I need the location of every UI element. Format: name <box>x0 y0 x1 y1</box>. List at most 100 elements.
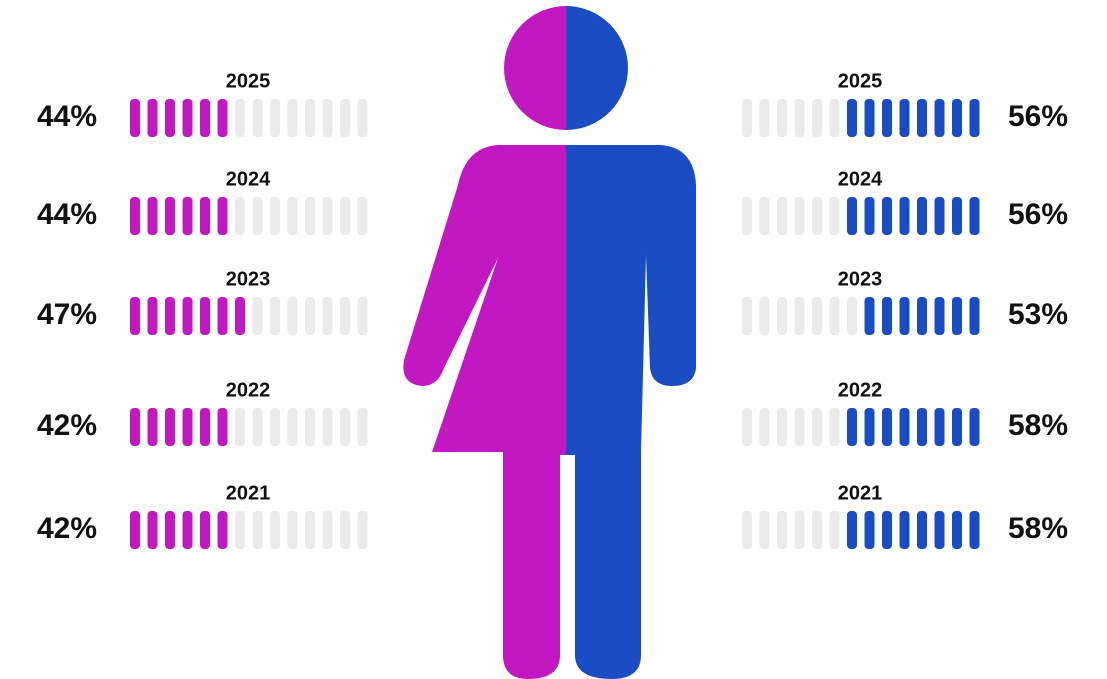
bar-row <box>130 408 368 446</box>
empty-segment <box>357 197 368 235</box>
filled-segment <box>165 511 175 549</box>
empty-segment <box>829 99 840 137</box>
filled-segment <box>952 99 962 137</box>
year-label: 2022 <box>838 379 883 401</box>
percent-label: 44% <box>37 198 97 231</box>
filled-segment <box>882 408 892 446</box>
filled-segment <box>130 297 140 335</box>
empty-segment <box>340 99 350 137</box>
year-label: 2024 <box>838 168 883 190</box>
empty-segment <box>777 99 787 137</box>
empty-segment <box>305 197 315 235</box>
percent-label: 53% <box>1008 298 1068 331</box>
filled-segment <box>147 99 158 137</box>
filled-segment <box>182 197 193 235</box>
filled-segment <box>847 99 857 137</box>
filled-segment <box>217 408 228 446</box>
filled-segment <box>200 511 210 549</box>
empty-segment <box>742 297 752 335</box>
year-label: 2021 <box>838 482 883 504</box>
percent-label: 56% <box>1008 198 1068 231</box>
filled-segment <box>130 408 140 446</box>
filled-segment <box>952 297 962 335</box>
filled-segment <box>952 511 962 549</box>
filled-segment <box>864 297 875 335</box>
year-label: 2021 <box>226 482 271 504</box>
empty-segment <box>252 408 263 446</box>
empty-segment <box>235 408 245 446</box>
empty-segment <box>322 297 333 335</box>
empty-segment <box>252 511 263 549</box>
filled-segment <box>864 511 875 549</box>
percent-label: 58% <box>1008 512 1068 545</box>
filled-segment <box>969 408 980 446</box>
filled-segment <box>182 99 193 137</box>
empty-segment <box>340 408 350 446</box>
filled-segment <box>899 511 910 549</box>
empty-segment <box>235 197 245 235</box>
empty-segment <box>777 408 787 446</box>
empty-segment <box>759 99 770 137</box>
filled-segment <box>899 408 910 446</box>
year-label: 2025 <box>226 70 271 92</box>
filled-segment <box>217 511 228 549</box>
empty-segment <box>759 297 770 335</box>
empty-segment <box>235 511 245 549</box>
filled-segment <box>847 408 857 446</box>
empty-segment <box>759 408 770 446</box>
filled-segment <box>847 511 857 549</box>
filled-segment <box>864 99 875 137</box>
percent-label: 42% <box>37 512 97 545</box>
filled-segment <box>235 297 245 335</box>
filled-segment <box>934 99 945 137</box>
empty-segment <box>742 511 752 549</box>
empty-segment <box>759 197 770 235</box>
filled-segment <box>882 511 892 549</box>
filled-segment <box>864 408 875 446</box>
empty-segment <box>270 197 280 235</box>
empty-segment <box>340 511 350 549</box>
figure <box>403 6 696 679</box>
empty-segment <box>305 99 315 137</box>
filled-segment <box>130 511 140 549</box>
year-label: 2025 <box>838 70 883 92</box>
filled-segment <box>952 408 962 446</box>
empty-segment <box>270 99 280 137</box>
empty-segment <box>794 99 805 137</box>
filled-segment <box>917 297 927 335</box>
empty-segment <box>812 99 822 137</box>
filled-segment <box>934 197 945 235</box>
empty-segment <box>252 99 263 137</box>
year-label: 2024 <box>226 168 271 190</box>
empty-segment <box>287 197 298 235</box>
empty-segment <box>252 197 263 235</box>
empty-segment <box>357 408 368 446</box>
year-label: 2023 <box>838 268 883 290</box>
filled-segment <box>969 297 980 335</box>
empty-segment <box>270 511 280 549</box>
empty-segment <box>777 297 787 335</box>
empty-segment <box>322 197 333 235</box>
empty-segment <box>812 197 822 235</box>
filled-segment <box>130 197 140 235</box>
empty-segment <box>287 99 298 137</box>
bar-row <box>742 408 980 446</box>
empty-segment <box>794 408 805 446</box>
percent-label: 44% <box>37 100 97 133</box>
filled-segment <box>130 99 140 137</box>
empty-segment <box>812 297 822 335</box>
filled-segment <box>182 297 193 335</box>
filled-segment <box>969 197 980 235</box>
filled-segment <box>200 197 210 235</box>
empty-segment <box>829 197 840 235</box>
bar-row <box>742 99 980 137</box>
year-label: 2022 <box>226 379 271 401</box>
filled-segment <box>969 99 980 137</box>
filled-segment <box>165 408 175 446</box>
filled-segment <box>147 511 158 549</box>
filled-segment <box>917 408 927 446</box>
empty-segment <box>812 511 822 549</box>
filled-segment <box>917 99 927 137</box>
filled-segment <box>899 297 910 335</box>
